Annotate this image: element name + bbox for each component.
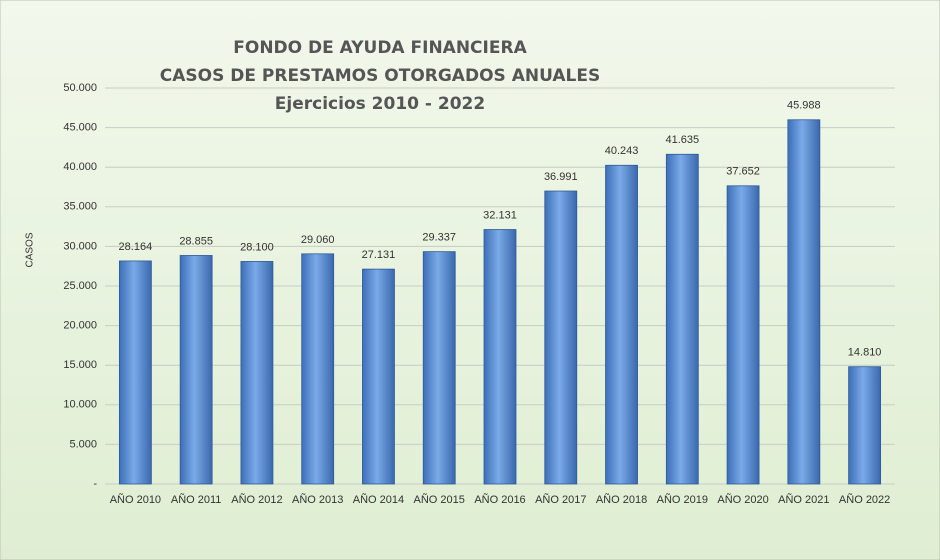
x-tick-label: AÑO 2022: [839, 493, 890, 506]
x-tick-label: AÑO 2015: [414, 493, 465, 506]
data-label: 37.652: [726, 166, 760, 178]
data-label: 41.635: [665, 134, 699, 146]
y-tick-label: 15.000: [63, 359, 97, 371]
y-tick-label: 40.000: [63, 161, 97, 173]
x-tick-label: AÑO 2013: [292, 493, 343, 506]
y-tick-label: 5.000: [69, 438, 97, 450]
y-tick-label: 25.000: [63, 280, 97, 292]
x-tick-label: AÑO 2016: [474, 493, 525, 506]
x-tick-label: AÑO 2020: [717, 493, 768, 506]
data-label: 36.991: [544, 171, 578, 183]
x-tick-label: AÑO 2012: [231, 493, 282, 506]
y-tick-label: 10.000: [63, 399, 97, 411]
bar: [240, 261, 274, 485]
bar: [848, 366, 882, 485]
data-label: 40.243: [605, 145, 639, 157]
bar: [726, 185, 760, 485]
y-axis-label: CASOS: [25, 232, 36, 267]
bar: [483, 229, 517, 485]
data-label: 27.131: [362, 249, 396, 261]
y-tick-label: 50.000: [63, 82, 97, 94]
y-tick-label: 35.000: [63, 201, 97, 213]
data-label: 45.988: [787, 100, 821, 112]
data-label: 29.060: [301, 234, 335, 246]
x-tick-label: AÑO 2017: [535, 493, 586, 506]
y-tick-label: 20.000: [63, 320, 97, 332]
data-label: 28.855: [179, 235, 213, 247]
bar: [422, 251, 456, 485]
y-tick-label: 45.000: [63, 122, 97, 134]
bar: [787, 119, 821, 485]
y-tick-label: 30.000: [63, 240, 97, 252]
bar: [544, 190, 578, 485]
data-label: 28.100: [240, 241, 274, 253]
chart-title: Ejercicios 2010 - 2022: [275, 94, 485, 114]
bar: [362, 268, 395, 485]
chart-title: CASOS DE PRESTAMOS OTORGADOS ANUALES: [160, 66, 600, 86]
bar: [665, 153, 699, 485]
bar: [118, 260, 152, 485]
data-label: 28.164: [119, 241, 153, 253]
bar: [605, 164, 638, 485]
y-tick-label: -: [93, 478, 97, 490]
data-label: 29.337: [422, 232, 456, 244]
x-tick-label: AÑO 2011: [171, 493, 222, 506]
x-tick-label: AÑO 2019: [657, 493, 708, 506]
bar: [179, 255, 213, 485]
data-label: 14.810: [848, 347, 882, 359]
x-tick-label: AÑO 2014: [353, 493, 404, 506]
bar: [301, 253, 335, 485]
x-tick-label: AÑO 2010: [110, 493, 161, 506]
x-tick-label: AÑO 2018: [596, 493, 647, 506]
chart-title: FONDO DE AYUDA FINANCIERA: [233, 38, 527, 58]
data-label: 32.131: [483, 209, 517, 221]
x-tick-label: AÑO 2021: [778, 493, 829, 506]
